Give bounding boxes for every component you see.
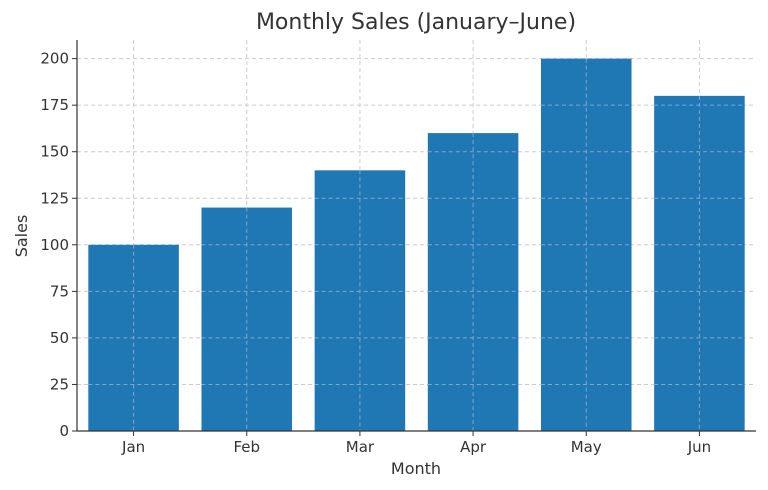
chart-title: Monthly Sales (January–June) [256, 10, 576, 35]
y-tick-label: 175 [40, 96, 69, 114]
x-tick-label: Apr [460, 438, 487, 456]
x-tick-label: Jun [687, 438, 711, 456]
y-tick-label: 0 [59, 422, 69, 440]
x-tick-label: May [571, 438, 602, 456]
x-tick-label: Jan [121, 438, 145, 456]
y-tick-label: 75 [50, 282, 69, 300]
y-tick-label: 50 [50, 329, 69, 347]
y-axis-ticks: 0 25 50 75 100 125 150 175 200 [40, 50, 77, 440]
y-tick-label: 25 [50, 375, 69, 393]
y-tick-label: 150 [40, 143, 69, 161]
y-tick-label: 100 [40, 236, 69, 254]
y-tick-label: 200 [40, 50, 69, 68]
x-tick-label: Feb [233, 438, 260, 456]
x-axis-ticks: Jan Feb Mar Apr May Jun [121, 431, 711, 456]
x-axis-label: Month [391, 459, 441, 478]
bar-mar [314, 170, 406, 432]
bars [88, 58, 745, 432]
y-tick-label: 125 [40, 189, 69, 207]
y-axis-label: Sales [12, 215, 31, 258]
x-tick-label: Mar [346, 438, 375, 456]
